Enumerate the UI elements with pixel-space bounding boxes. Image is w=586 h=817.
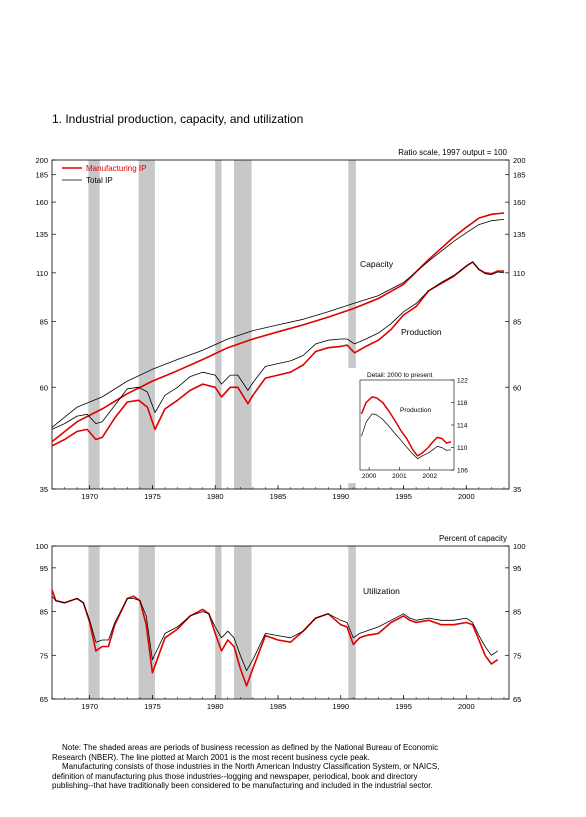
- total-ip-line-production: [51, 261, 505, 430]
- bottom-y-tick-label-left: 85: [40, 608, 48, 617]
- inset-series-lines: [360, 396, 452, 460]
- bottom-series-lines: [51, 589, 499, 687]
- top-series-lines: [51, 212, 505, 447]
- top-recession-band: [88, 160, 100, 489]
- top-recession-bands: [88, 160, 356, 489]
- top-y-tick-label-right: 85: [513, 318, 521, 327]
- bottom-x-tick-label: 1990: [332, 702, 349, 711]
- bottom-x-tick-label: 1985: [270, 702, 287, 711]
- inset-x-tick-label: 2000: [362, 473, 377, 480]
- bottom-x-tick-label: 1995: [395, 702, 412, 711]
- inset-y-tick-label: 122: [457, 378, 468, 385]
- bottom-x-tick-label: 1980: [207, 702, 224, 711]
- bottom-y-tick-label-left: 75: [40, 651, 48, 660]
- legend-label-manufacturing: Manufacturing IP: [86, 164, 146, 173]
- note-line: definition of manufacturing plus those i…: [52, 771, 418, 781]
- bottom-y-tick-label-left: 65: [40, 695, 48, 704]
- inset-y-tick-label: 118: [457, 400, 468, 407]
- note-line: Research (NBER). The line plotted at Mar…: [52, 752, 370, 762]
- top-axis-ticks: 1970 1975 1980 1985 1990 1995 2000 35 35 60 60 85 85…: [35, 156, 525, 501]
- top-y-tick-label-right: 60: [513, 383, 521, 392]
- inset-y-tick-label: 106: [457, 468, 468, 475]
- note-line: publishing--that have traditionally been…: [52, 781, 433, 791]
- note-line: Manufacturing consists of those industri…: [62, 762, 440, 772]
- inset-x-tick-label: 2002: [423, 473, 438, 480]
- top-x-tick-label: 1990: [332, 492, 349, 501]
- inset-manufacturing-ip-line: [360, 396, 452, 457]
- top-y-tick-label-right: 160: [513, 198, 526, 207]
- total-ip-line-capacity: [51, 219, 505, 428]
- bottom-ylabel: Percent of capacity: [439, 534, 507, 543]
- inset-title: Detail: 2000 to present: [367, 372, 433, 379]
- bottom-recession-band: [348, 546, 356, 699]
- bottom-y-tick-label-left: 100: [35, 542, 48, 551]
- top-x-tick-label: 1975: [144, 492, 161, 501]
- top-y-tick-label-left: 200: [35, 156, 48, 165]
- top-y-tick-label-left: 60: [40, 383, 48, 392]
- top-y-tick-label-right: 35: [513, 485, 521, 494]
- top-x-tick-label: 1995: [395, 492, 412, 501]
- bottom-recession-band: [215, 546, 222, 699]
- top-y-tick-label-left: 185: [35, 171, 48, 180]
- annotation-production: Production: [401, 327, 442, 337]
- top-y-tick-label-left: 85: [40, 318, 48, 327]
- top-y-tick-label-left: 110: [36, 269, 48, 278]
- note-line: Note: The shaded areas are periods of bu…: [62, 743, 439, 752]
- top-recession-band: [234, 160, 252, 489]
- annotation-utilization: Utilization: [363, 586, 400, 596]
- top-y-tick-label-right: 185: [513, 171, 526, 180]
- manufacturing-ip-line: [51, 589, 499, 687]
- top-x-tick-label: 1980: [207, 492, 224, 501]
- bottom-x-tick-label: 1975: [144, 702, 161, 711]
- bottom-chart: 1970 1975 1980 1985 1990 1995 2000 65 65 75 75 85 85…: [35, 534, 525, 711]
- top-y-tick-label-right: 200: [513, 156, 526, 165]
- bottom-y-tick-label-right: 95: [513, 564, 521, 573]
- manufacturing-ip-line-production: [51, 261, 504, 447]
- top-x-tick-label: 1985: [270, 492, 287, 501]
- top-plot-frame: [51, 159, 510, 490]
- inset-production-label: Production: [400, 407, 431, 414]
- top-y-tick-label-right: 110: [513, 269, 525, 278]
- bottom-y-tick-label-left: 95: [40, 564, 48, 573]
- bottom-y-tick-label-right: 65: [513, 695, 521, 704]
- top-chart: 1970 1975 1980 1985 1990 1995 2000 35 35 60 60 85 85…: [35, 148, 525, 501]
- inset-axis-ticks: 2000 2001 2002 106 110 114 118 122: [362, 378, 468, 481]
- top-recession-band: [215, 160, 222, 489]
- inset-total-ip-line: [361, 413, 452, 460]
- annotation-capacity: Capacity: [360, 259, 394, 269]
- total-ip-line: [51, 596, 498, 671]
- top-y-tick-label-left: 135: [35, 230, 48, 239]
- bottom-x-tick-label: 1970: [81, 702, 98, 711]
- footnote: Note: The shaded areas are periods of bu…: [52, 743, 552, 791]
- top-x-tick-label: 2000: [458, 492, 475, 501]
- bottom-plot-frame: [51, 545, 510, 700]
- inset-x-tick-label: 2001: [392, 473, 407, 480]
- inset-chart: Detail: 2000 to present 2000 2001 2002 106 1…: [347, 368, 468, 483]
- top-x-tick-label: 1970: [81, 492, 98, 501]
- bottom-recession-band: [88, 546, 100, 699]
- top-y-tick-label-right: 135: [513, 230, 526, 239]
- bottom-axis-ticks: 1970 1975 1980 1985 1990 1995 2000 65 65 75 75 85 85…: [35, 542, 525, 711]
- top-scale-note: Ratio scale, 1997 output = 100: [398, 148, 507, 157]
- top-y-tick-label-left: 35: [40, 485, 48, 494]
- manufacturing-ip-line-capacity: [51, 212, 505, 443]
- top-y-tick-label-left: 160: [35, 198, 48, 207]
- top-legend: Manufacturing IP Total IP: [62, 164, 146, 185]
- bottom-y-tick-label-right: 75: [513, 651, 521, 660]
- page-title: 1. Industrial production, capacity, and …: [52, 112, 304, 126]
- bottom-x-tick-label: 2000: [458, 702, 475, 711]
- top-recession-band: [138, 160, 155, 489]
- legend-label-total: Total IP: [86, 176, 113, 185]
- bottom-y-tick-label-right: 85: [513, 608, 521, 617]
- top-recession-band: [348, 160, 356, 489]
- bottom-y-tick-label-right: 100: [513, 542, 526, 551]
- inset-y-tick-label: 110: [457, 445, 468, 452]
- inset-background: [347, 368, 461, 483]
- inset-y-tick-label: 114: [457, 423, 468, 430]
- bottom-recession-bands: [88, 546, 356, 699]
